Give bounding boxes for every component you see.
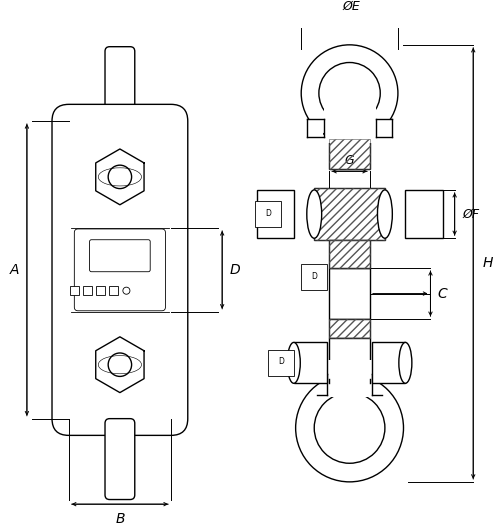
- Bar: [294, 342, 327, 383]
- Bar: [301, 264, 327, 290]
- Text: D: D: [230, 263, 240, 277]
- Bar: [329, 338, 370, 388]
- Bar: [372, 342, 406, 383]
- Bar: [108, 286, 118, 295]
- Text: G: G: [345, 154, 354, 166]
- Bar: [329, 139, 370, 170]
- Bar: [376, 120, 392, 136]
- Bar: [314, 188, 385, 240]
- FancyBboxPatch shape: [52, 104, 188, 435]
- FancyBboxPatch shape: [74, 229, 166, 311]
- FancyBboxPatch shape: [90, 240, 150, 272]
- Polygon shape: [96, 337, 144, 393]
- Bar: [256, 190, 294, 238]
- FancyBboxPatch shape: [105, 419, 135, 500]
- Ellipse shape: [399, 342, 412, 383]
- Text: B: B: [115, 511, 124, 526]
- Circle shape: [301, 45, 398, 142]
- Bar: [329, 268, 370, 319]
- Ellipse shape: [288, 342, 300, 383]
- Ellipse shape: [307, 190, 322, 238]
- Circle shape: [314, 393, 385, 463]
- Bar: [406, 190, 442, 238]
- Bar: [308, 120, 323, 136]
- Bar: [82, 286, 92, 295]
- Bar: [329, 240, 370, 268]
- Text: C: C: [438, 287, 448, 301]
- Text: ØE: ØE: [342, 0, 360, 13]
- Bar: [268, 350, 294, 376]
- Text: D: D: [312, 272, 317, 281]
- Circle shape: [108, 353, 132, 376]
- Bar: [96, 286, 105, 295]
- Bar: [329, 240, 370, 268]
- Bar: [329, 319, 370, 338]
- Ellipse shape: [378, 190, 392, 238]
- Bar: [70, 286, 79, 295]
- Circle shape: [296, 374, 404, 482]
- Text: D: D: [278, 357, 283, 366]
- Text: H: H: [482, 257, 493, 270]
- FancyBboxPatch shape: [105, 47, 135, 121]
- Circle shape: [319, 63, 380, 124]
- Bar: [329, 319, 370, 338]
- Text: A: A: [10, 263, 20, 277]
- Bar: [314, 188, 385, 240]
- Bar: [324, 107, 376, 144]
- Bar: [327, 360, 372, 398]
- Bar: [254, 201, 281, 227]
- Text: D: D: [265, 209, 270, 218]
- Circle shape: [123, 287, 130, 294]
- Circle shape: [108, 165, 132, 189]
- Text: ØF: ØF: [462, 208, 479, 220]
- Bar: [329, 139, 370, 170]
- Polygon shape: [96, 149, 144, 205]
